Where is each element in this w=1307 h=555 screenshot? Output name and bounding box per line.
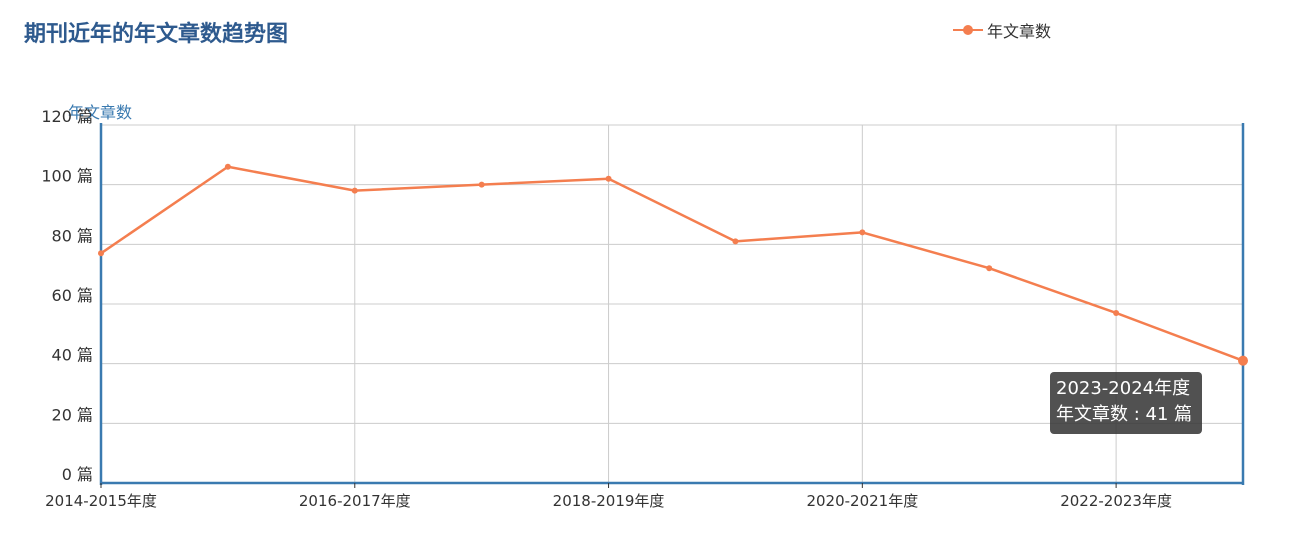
y-tick-label: 0 篇 [62, 465, 93, 484]
chart-title: 期刊近年的年文章数趋势图 [24, 22, 289, 47]
data-tooltip: 2023-2024年度 年文章数 : 41 篇 [1050, 372, 1202, 434]
data-point [98, 250, 104, 257]
legend[interactable]: 年文章数 [953, 18, 1051, 42]
y-tick-label: 60 篇 [52, 286, 93, 305]
x-tick-label: 2022-2023年度 [1060, 492, 1172, 510]
data-point [1113, 309, 1120, 316]
data-point [859, 229, 866, 236]
y-tick-label: 120 篇 [41, 107, 93, 126]
y-tick-label: 40 篇 [52, 346, 93, 365]
data-point [478, 181, 485, 188]
data-point [732, 238, 739, 245]
x-tick-label: 2014-2015年度 [45, 492, 157, 510]
legend-label: 年文章数 [987, 22, 1052, 41]
y-tick-label: 80 篇 [52, 226, 93, 245]
x-tick-label: 2018-2019年度 [553, 492, 665, 510]
series-line [100, 165, 1244, 362]
y-tick-label: 20 篇 [52, 405, 93, 424]
x-tick-label: 2020-2021年度 [806, 492, 918, 510]
x-tick-label: 2016-2017年度 [299, 492, 411, 510]
data-point [605, 175, 612, 182]
data-point [351, 187, 358, 194]
data-point [1238, 355, 1248, 366]
tooltip-category: 2023-2024年度 [1056, 378, 1191, 399]
data-point [986, 265, 993, 272]
legend-line-marker-icon [953, 23, 983, 37]
data-point [224, 163, 231, 170]
tooltip-value: 年文章数 : 41 篇 [1056, 404, 1193, 425]
y-tick-label: 100 篇 [41, 167, 93, 186]
y-axis-title: 年文章数 [68, 103, 133, 122]
